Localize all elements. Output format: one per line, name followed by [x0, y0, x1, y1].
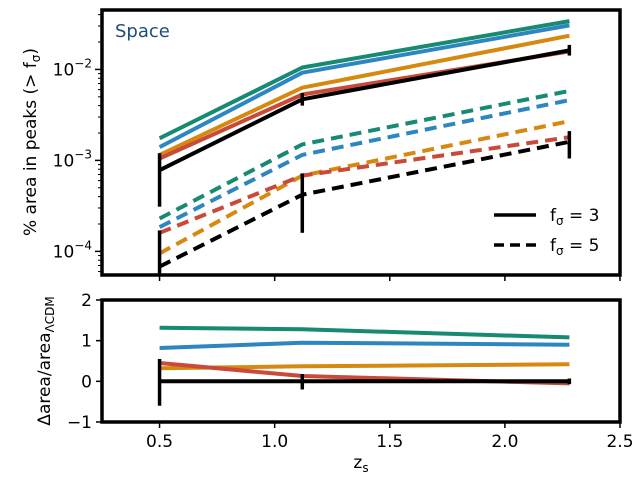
- solid-series-2: [158, 33, 570, 157]
- bottom-axes-frame: [100, 298, 622, 424]
- legend: fσ = 3 fσ = 5: [494, 206, 599, 258]
- top-plot-area: [157, 19, 572, 275]
- x-tick-label: 2.5: [606, 432, 633, 452]
- bottom-ticks: 0.5 1.0 1.5 2.0 2.5 −1 0 1 2: [67, 291, 634, 452]
- x-tick-label: 1.5: [376, 432, 403, 452]
- top-y-tick-label: 10−4: [53, 238, 92, 262]
- solid-series-1: [158, 23, 570, 149]
- top-y-tick-label: 10−2: [53, 56, 92, 80]
- bottom-y-tick-label: 0: [81, 372, 92, 392]
- solid-series-0: [158, 19, 570, 141]
- x-tick-label: 0.5: [146, 432, 173, 452]
- space-annotation: Space: [115, 21, 170, 42]
- x-tick-label: 1.0: [261, 432, 288, 452]
- dashed-series-5: [158, 88, 570, 221]
- ratio-series-0: [159, 325, 570, 340]
- legend-entry-solid: fσ = 3: [550, 206, 599, 228]
- x-tick-label: 2.0: [491, 432, 518, 452]
- bottom-y-tick-label: 1: [81, 332, 92, 352]
- dashed-series-6: [158, 98, 570, 229]
- top-y-tick-label: 10−3: [53, 147, 92, 171]
- top-axes-frame: [100, 8, 622, 277]
- top-y-axis-label: % area in peaks (> fσ): [21, 48, 43, 236]
- legend-entry-dashed: fσ = 5: [550, 236, 599, 258]
- ratio-series-1: [159, 340, 570, 350]
- bottom-y-tick-label: 2: [81, 291, 92, 311]
- bottom-y-tick-label: −1: [67, 413, 92, 433]
- x-axis-label: zs: [353, 453, 368, 475]
- bottom-y-axis-label: Δarea/areaΛCDM: [35, 296, 57, 425]
- bottom-plot-area: [157, 325, 572, 406]
